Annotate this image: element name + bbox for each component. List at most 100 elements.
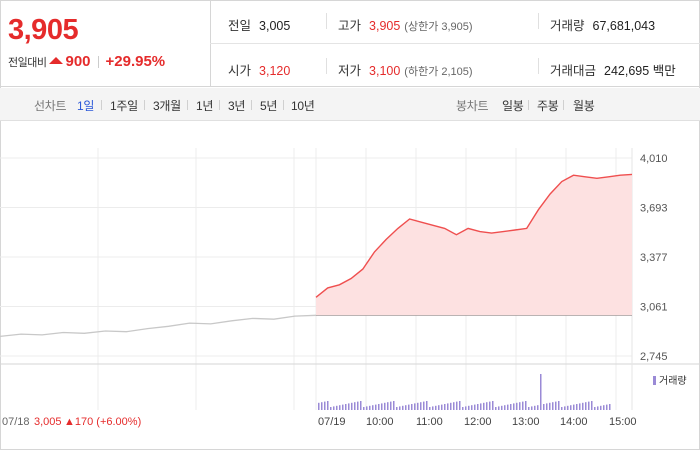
volume-bar — [462, 407, 464, 410]
change-label: 전일대비 — [8, 56, 47, 69]
divider — [528, 100, 529, 110]
volume-bar — [357, 401, 359, 410]
volume-bar — [579, 403, 581, 410]
tab-1-day[interactable]: 1일 — [77, 99, 95, 113]
divider — [187, 100, 188, 110]
tab-1-year[interactable]: 1년 — [196, 99, 214, 113]
volume-bar — [585, 402, 587, 410]
volume-legend-label: 거래량 — [659, 375, 687, 387]
line-chart-label: 선차트 — [34, 99, 67, 113]
volume-bar — [342, 404, 344, 410]
volume-bar — [549, 402, 551, 410]
divider — [251, 100, 252, 110]
volume-bar — [555, 401, 557, 410]
volume-bar — [381, 403, 383, 410]
tab-5-year[interactable]: 5년 — [260, 99, 278, 113]
volume-bar — [417, 402, 419, 410]
volume-bar — [510, 404, 512, 410]
volume-value: 67,681,043 — [592, 19, 656, 33]
open-label: 시가 — [228, 64, 252, 78]
x-tick-label: 15:00 — [609, 416, 637, 428]
volume-bar — [450, 402, 452, 410]
tab-3-year[interactable]: 3년 — [228, 99, 246, 113]
lower-limit: (하한가 2,105) — [404, 66, 473, 78]
change-row: 전일대비 900 +29.95% — [8, 53, 165, 70]
current-price: 3,905 — [8, 14, 79, 46]
volume-bar — [504, 405, 506, 410]
volume-bar — [603, 405, 605, 410]
volume-bar — [372, 405, 374, 410]
volume-bar — [492, 401, 494, 410]
prev-close-label: 전일 — [228, 19, 252, 33]
volume-bar — [459, 401, 461, 410]
volume-bar — [432, 406, 434, 410]
volume-bar — [411, 404, 413, 410]
volume-bar — [426, 401, 428, 410]
y-tick-label: 4,010 — [640, 153, 668, 165]
volume-bar — [531, 406, 533, 410]
volume-bar — [435, 405, 437, 410]
volume-bar — [393, 401, 395, 410]
volume-bar — [447, 403, 449, 410]
chart-period-tabs: 선차트 1일 1주일 3개월 1년 3년 5년 10년 봉차트 일봉 주봉 월봉 — [0, 88, 700, 121]
volume-bar — [363, 407, 365, 410]
divider — [326, 13, 327, 29]
divider — [283, 100, 284, 110]
high-value: 3,905 — [369, 19, 401, 33]
divider — [538, 58, 539, 74]
low-label: 저가 — [338, 64, 362, 78]
volume-bar — [486, 402, 488, 410]
tab-monthly-candle[interactable]: 월봉 — [573, 99, 595, 113]
high-price: 고가 3,905 (상한가 3,905) — [338, 15, 473, 34]
volume-bar — [573, 404, 575, 410]
volume-bar — [441, 404, 443, 410]
volume-bar — [519, 402, 521, 410]
volume-bar — [333, 406, 335, 410]
x-tick-label: 12:00 — [464, 416, 492, 428]
volume-bar — [339, 405, 341, 410]
divider — [97, 55, 99, 68]
volume-bar — [564, 406, 566, 410]
tab-10-year[interactable]: 10년 — [291, 99, 315, 113]
volume-bar — [483, 402, 485, 410]
x-tick-label: 14:00 — [560, 416, 588, 428]
tab-daily-candle[interactable]: 일봉 — [502, 99, 524, 113]
tab-weekly-candle[interactable]: 주봉 — [537, 99, 559, 113]
volume-bar — [408, 404, 410, 410]
divider — [326, 58, 327, 74]
today-price-line — [315, 173, 633, 298]
today-area — [316, 174, 632, 316]
price-chart: 4,010 3,693 3,377 3,061 2,745 거래량 07/19 10:00 11… — [0, 148, 700, 428]
volume-bar — [324, 401, 326, 410]
volume-bar — [399, 406, 401, 410]
volume-bar — [354, 402, 356, 410]
volume-bar — [495, 407, 497, 410]
volume-bar — [525, 401, 527, 410]
turnover-label: 거래대금 — [550, 64, 597, 78]
volume-bar — [591, 401, 593, 410]
volume-bar — [567, 405, 569, 410]
divider — [563, 100, 564, 110]
volume-bar — [321, 402, 323, 410]
tab-1-week[interactable]: 1주일 — [110, 99, 138, 113]
volume-bar — [582, 402, 584, 410]
volume-bar — [600, 405, 602, 410]
high-label: 고가 — [338, 19, 362, 33]
change-amount: 900 — [65, 53, 91, 70]
volume-bar — [546, 403, 548, 410]
volume-bar — [453, 402, 455, 410]
volume-bar — [501, 405, 503, 410]
y-tick-label: 3,377 — [640, 252, 668, 264]
volume-bar — [423, 401, 425, 410]
volume-bar — [537, 405, 539, 410]
prev-close: 전일 3,005 — [228, 15, 290, 34]
divider — [210, 43, 700, 44]
volume-bar — [336, 405, 338, 410]
volume-bar — [516, 402, 518, 410]
turnover: 거래대금 242,695 백만 — [550, 60, 676, 79]
up-arrow-icon — [49, 57, 64, 64]
volume-bar — [570, 405, 572, 410]
tab-3-month[interactable]: 3개월 — [153, 99, 181, 113]
upper-limit: (상한가 3,905) — [404, 21, 473, 33]
volume-bar — [327, 401, 329, 410]
